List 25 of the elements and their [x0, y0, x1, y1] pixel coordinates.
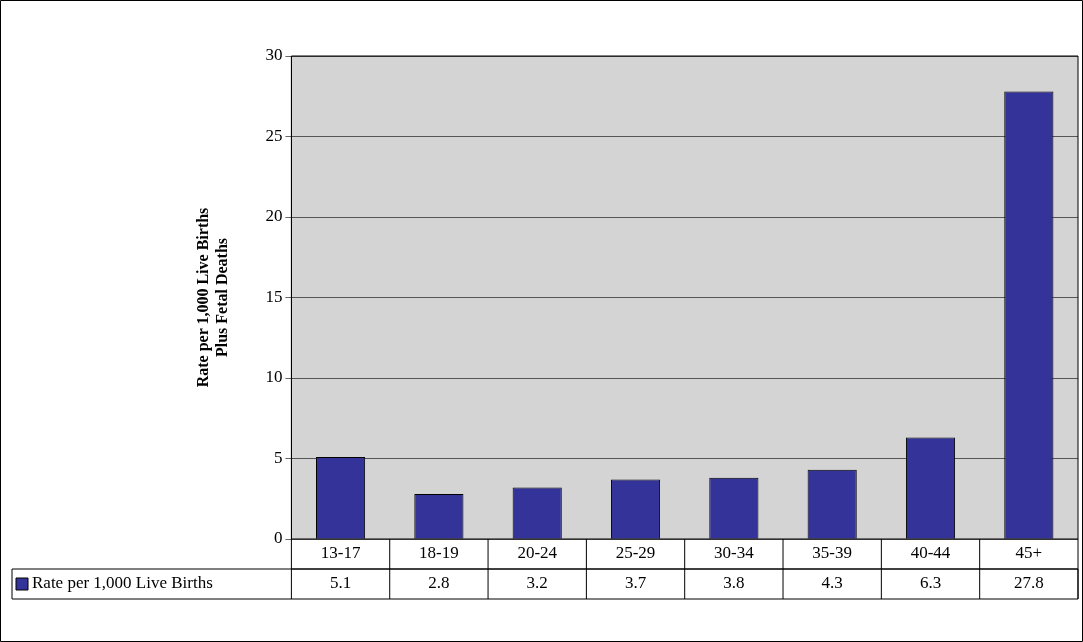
data-label: 6.3	[919, 573, 942, 593]
y-tick-label: 25	[265, 125, 283, 145]
data-label: 2.8	[428, 573, 450, 593]
data-label: 4.3	[821, 573, 843, 593]
y-tick-label: 10	[265, 367, 283, 387]
x-tick-label: 18-19	[419, 543, 459, 563]
data-label: 27.8	[1013, 573, 1044, 593]
y-tick-label: 20	[265, 206, 283, 226]
x-tick-label: 45+	[1015, 543, 1043, 563]
x-tick-label: 25-29	[615, 543, 656, 563]
data-label: 5.1	[329, 573, 352, 593]
x-tick-label: 35-39	[812, 543, 853, 563]
y-tick-label: 30	[265, 45, 283, 65]
x-tick-label: 40-44	[910, 543, 951, 563]
y-tick-label: 5	[273, 447, 283, 467]
data-label: 3.2	[526, 573, 548, 593]
x-tick-label: 20-24	[517, 543, 558, 563]
legend-label: Rate per 1,000 Live Births	[32, 573, 213, 593]
data-label: 3.7	[624, 573, 647, 593]
y-axis-title: Rate per 1,000 Live Births Plus Fetal Deaths	[193, 207, 230, 388]
y-tick-label: 15	[265, 286, 283, 306]
data-label: 3.8	[723, 573, 745, 593]
y-tick-label: 0	[273, 528, 283, 548]
x-tick-label: 30-34	[714, 543, 755, 563]
x-tick-label: 13-17	[320, 543, 361, 563]
